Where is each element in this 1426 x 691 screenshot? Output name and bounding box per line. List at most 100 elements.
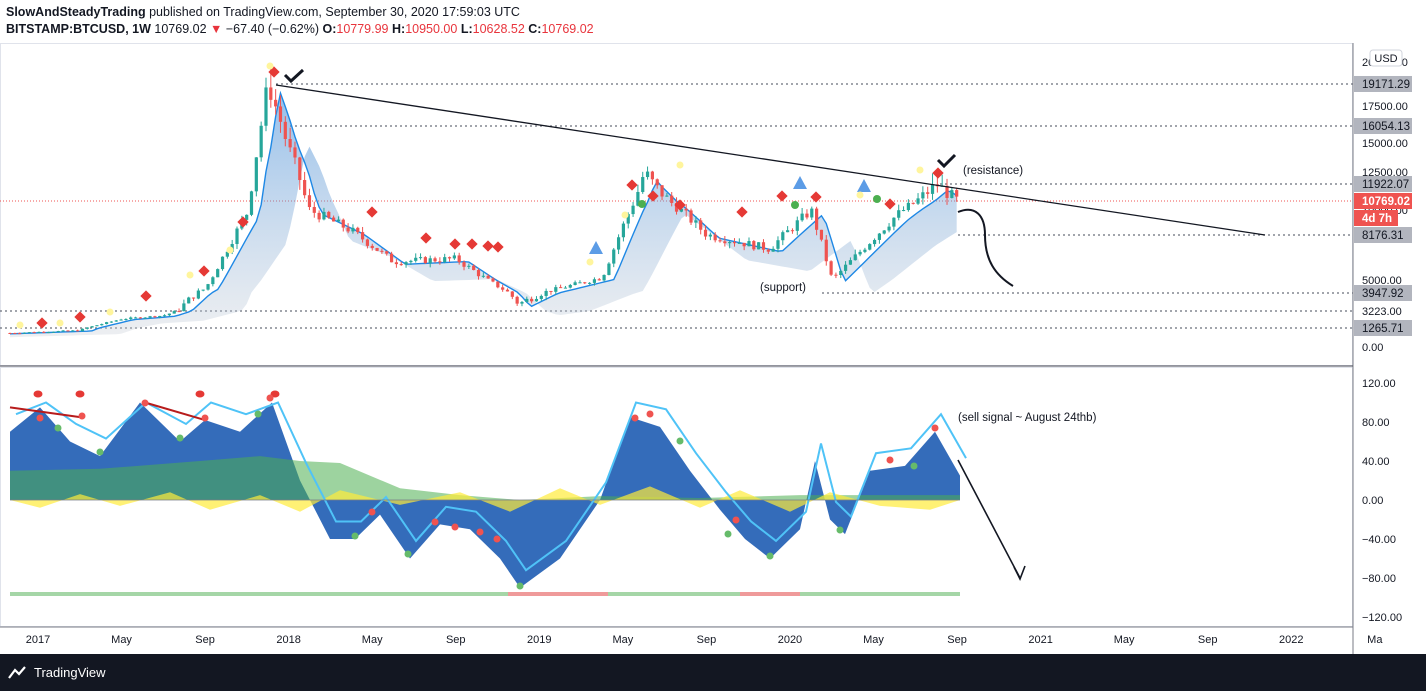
- buy-dot-icon: [910, 462, 918, 470]
- candle-body: [559, 287, 563, 289]
- x-tick-label: May: [612, 634, 633, 646]
- candle-body: [245, 214, 249, 220]
- sell-diamond-icon: [366, 206, 378, 218]
- candle-body: [428, 258, 432, 264]
- candle-body: [404, 262, 408, 265]
- chart-canvas[interactable]: 20000.0017500.0015000.0012500.0010000.00…: [0, 0, 1426, 654]
- sell-diamond-icon: [237, 216, 249, 228]
- price-label-box: [1354, 175, 1412, 192]
- candle-body: [911, 202, 915, 204]
- sell-diamond-icon: [420, 232, 432, 244]
- open-label: O:: [322, 22, 337, 36]
- candle-body: [32, 332, 36, 334]
- candle-body: [563, 287, 568, 289]
- candle-body: [926, 192, 930, 194]
- candle-body: [872, 239, 877, 245]
- candle-body: [472, 265, 476, 271]
- buy-dot-icon: [54, 424, 62, 432]
- sell-dot-icon: [201, 414, 209, 422]
- x-tick-label: May: [1114, 634, 1135, 646]
- sell-dot-icon: [886, 456, 894, 464]
- sell-diamond-icon: [492, 241, 504, 253]
- price-label-box: [1354, 117, 1412, 134]
- buy-dot-icon: [724, 530, 732, 538]
- buy-dot-icon: [176, 434, 184, 442]
- candle-body: [167, 313, 171, 316]
- price-label: 3947.92: [1362, 288, 1404, 300]
- ribbon-band: [10, 93, 957, 338]
- candle-body: [839, 270, 843, 275]
- support-annotation: (support): [760, 282, 806, 294]
- candle-body: [18, 333, 22, 335]
- candle-body: [505, 289, 510, 292]
- red-dot-icon: [75, 390, 85, 398]
- status-bar: [10, 592, 960, 596]
- candle-body: [433, 258, 437, 262]
- price-label: 4d 7h: [1362, 213, 1392, 225]
- candle-body: [848, 260, 853, 265]
- candle-body: [124, 319, 128, 321]
- candle-body: [525, 298, 529, 302]
- candle-body: [650, 171, 654, 180]
- candle-body: [771, 248, 775, 252]
- candle-body: [674, 202, 679, 212]
- faint-marker-icon: [916, 166, 924, 174]
- candle-body: [728, 242, 732, 244]
- candle-body: [945, 185, 949, 198]
- faint-marker-icon: [621, 211, 629, 219]
- candle-body: [901, 210, 906, 212]
- candle-body: [607, 263, 611, 275]
- sell-diamond-icon: [74, 311, 86, 323]
- candle-body: [269, 87, 273, 100]
- projection-curve[interactable]: [957, 208, 1014, 287]
- drawings: [275, 68, 1266, 581]
- publisher-name[interactable]: SlowAndSteadyTrading: [6, 5, 146, 19]
- candle-body: [13, 333, 17, 335]
- x-tick-label: Sep: [1198, 634, 1218, 646]
- candle-body: [486, 275, 490, 279]
- candle-body: [539, 295, 543, 299]
- candle-body: [138, 317, 143, 319]
- faint-marker-icon: [676, 161, 684, 169]
- candle-body: [810, 208, 814, 218]
- candle-body: [47, 332, 51, 334]
- candle-body: [22, 332, 27, 334]
- open-value: 10779.99: [336, 22, 389, 36]
- candle-body: [356, 227, 360, 233]
- candle-body: [703, 229, 708, 237]
- candle-body: [85, 327, 89, 329]
- candle-body: [211, 277, 215, 285]
- time-axis[interactable]: 2017 May Sep 2018 May Sep 2019 May Sep 2020 May Sep…: [26, 634, 1384, 646]
- x-tick-label: 2020: [778, 634, 802, 646]
- candle-body: [829, 261, 833, 275]
- divergence-line: [9, 406, 81, 419]
- candle-body: [621, 223, 626, 238]
- candle-body: [438, 261, 442, 263]
- buy-dot-icon: [676, 437, 684, 445]
- price-axis[interactable]: 20000.0017500.0015000.0012500.0010000.00…: [1354, 57, 1412, 624]
- sell-signal-annotation: (sell signal ~ August 24thb): [958, 412, 1097, 424]
- sell-arrow-line[interactable]: [957, 459, 1021, 579]
- candle-body: [877, 233, 881, 240]
- candle-body: [51, 331, 56, 333]
- signal-dot-icon: [638, 200, 646, 208]
- candle-body: [752, 241, 756, 250]
- candle-body: [100, 324, 104, 326]
- candle-body: [520, 301, 524, 304]
- signal-dot-icon: [791, 201, 799, 209]
- candle-body: [583, 282, 587, 284]
- tradingview-footer: TradingView: [0, 654, 1426, 691]
- candle-body: [501, 287, 505, 290]
- candle-body: [602, 274, 606, 281]
- oscillator-area: [10, 402, 960, 588]
- candle-body: [679, 208, 683, 212]
- resistance-trendline[interactable]: [275, 84, 1266, 236]
- candle-body: [332, 217, 336, 222]
- candle-body: [868, 244, 872, 250]
- candle-body: [119, 319, 123, 321]
- currency-box[interactable]: [1369, 49, 1403, 67]
- candle-body: [418, 257, 423, 259]
- buy-dot-icon: [254, 410, 262, 418]
- sell-diamond-icon: [884, 198, 896, 210]
- candle-body: [887, 226, 891, 231]
